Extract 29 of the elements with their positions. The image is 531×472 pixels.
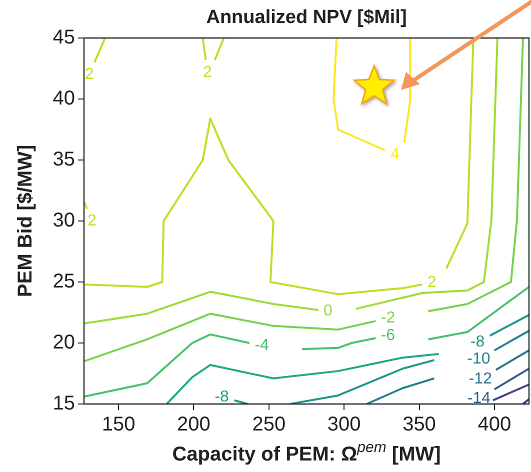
x-tick-label: 300 bbox=[327, 414, 361, 436]
series-label: -6 bbox=[380, 327, 396, 344]
y-tick-label: 20 bbox=[52, 332, 75, 354]
x-tick-label: 200 bbox=[177, 414, 210, 436]
series-label: 4 bbox=[390, 146, 400, 164]
series-label: -8 bbox=[214, 388, 230, 406]
series-label: -8 bbox=[470, 334, 485, 351]
series-label: -4 bbox=[254, 337, 269, 354]
series-label: 2 bbox=[427, 274, 436, 292]
chart-title: Annualized NPV [$Mil] bbox=[206, 7, 407, 28]
series-label: 2 bbox=[203, 64, 212, 81]
series-label: 0 bbox=[323, 302, 332, 320]
y-tick-label: 25 bbox=[52, 270, 75, 293]
y-tick-label: 30 bbox=[52, 210, 75, 232]
x-tick-label: 400 bbox=[478, 414, 512, 436]
series-label: -14 bbox=[467, 390, 491, 408]
y-tick-label: 15 bbox=[52, 392, 75, 415]
y-axis-title: PEM Bid [$/MW] bbox=[14, 144, 37, 298]
series-label: -10 bbox=[467, 350, 490, 368]
series-label: -12 bbox=[468, 370, 492, 388]
y-tick-label: 45 bbox=[52, 26, 75, 49]
y-tick-label: 35 bbox=[52, 148, 75, 171]
series-label: -2 bbox=[380, 310, 396, 327]
x-tick-label: 250 bbox=[252, 414, 286, 436]
series-label: 2 bbox=[84, 66, 94, 83]
x-tick-label: 150 bbox=[102, 414, 136, 436]
series-label: 2 bbox=[88, 212, 97, 230]
y-tick-label: 40 bbox=[52, 88, 75, 110]
x-tick-label: 350 bbox=[402, 414, 436, 436]
